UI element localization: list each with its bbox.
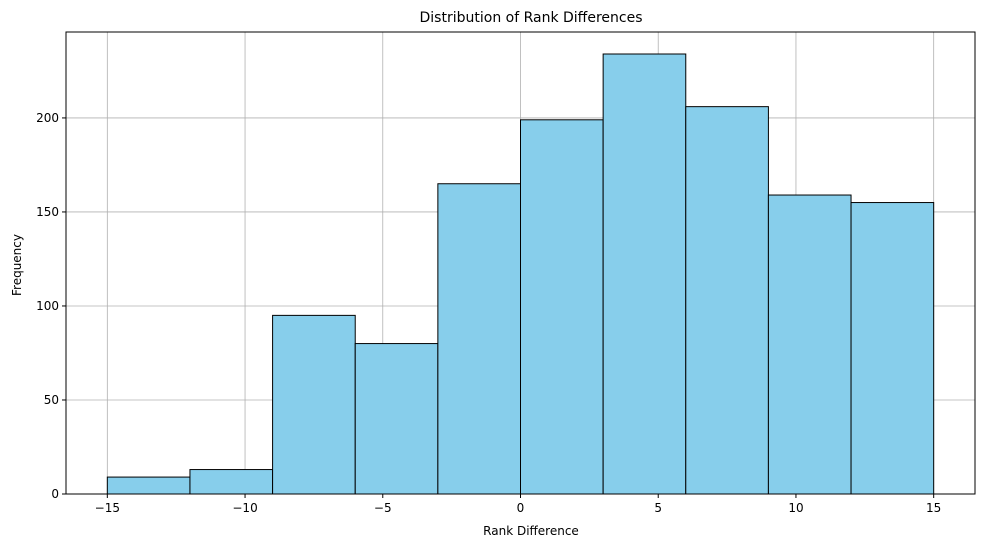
histogram-bar — [602, 53, 687, 495]
x-tick-label: 15 — [926, 501, 941, 515]
y-axis-ticks: 0 50 100 150 200 — [36, 111, 66, 501]
y-axis-label: Frequency — [10, 234, 24, 296]
histogram-bar — [520, 119, 604, 495]
y-tick-label: 0 — [51, 487, 59, 501]
chart-title: Distribution of Rank Differences — [420, 10, 643, 26]
x-tick-label: −15 — [95, 501, 120, 515]
x-axis-label: Rank Difference — [483, 524, 579, 538]
x-tick-label: 10 — [788, 501, 803, 515]
bars — [106, 53, 935, 495]
histogram-bar — [850, 202, 935, 495]
histogram-bar — [354, 343, 439, 495]
x-axis-ticks: −15 −10 −5 0 5 10 15 — [95, 494, 941, 515]
histogram-bar — [189, 469, 274, 495]
x-tick-label: −5 — [374, 501, 392, 515]
histogram-bar — [685, 106, 769, 495]
y-tick-label: 50 — [44, 393, 59, 407]
x-tick-label: −10 — [232, 501, 257, 515]
y-tick-label: 100 — [36, 299, 59, 313]
x-tick-label: 5 — [654, 501, 662, 515]
y-tick-label: 200 — [36, 111, 59, 125]
histogram-bar — [437, 183, 522, 495]
x-tick-label: 0 — [517, 501, 525, 515]
histogram-bar — [106, 476, 191, 495]
y-tick-label: 150 — [36, 205, 59, 219]
histogram-bar — [272, 314, 356, 495]
histogram-bar — [767, 194, 852, 495]
